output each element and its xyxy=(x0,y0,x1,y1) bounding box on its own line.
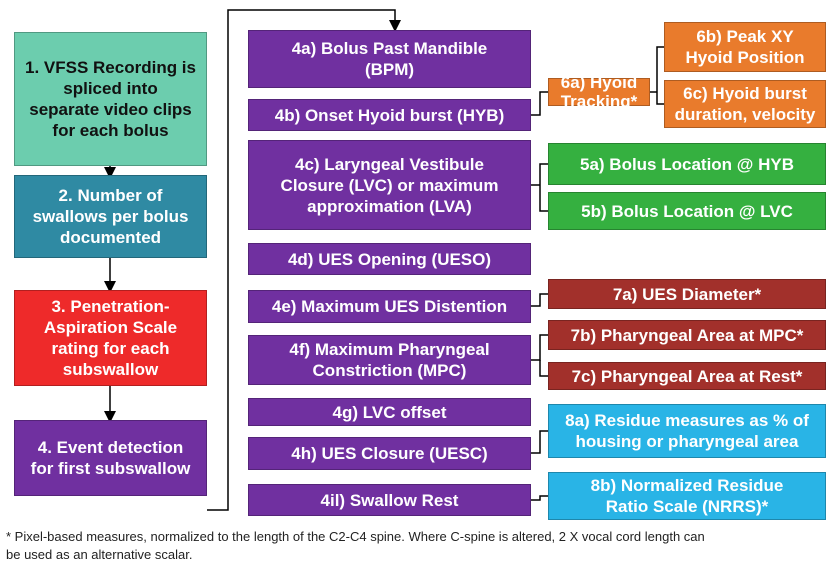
box-label: 4e) Maximum UES Distention xyxy=(271,297,508,316)
box-label: 7a) UES Diameter* xyxy=(612,284,762,304)
box-label: Hyoid Position xyxy=(685,48,805,67)
arrow xyxy=(207,9,401,511)
box-label: 4f) Maximum Pharyngeal xyxy=(289,340,490,359)
box-label: separate video clips xyxy=(29,100,192,119)
event-box: 4d) UES Opening (UESO) xyxy=(248,243,531,275)
footnote-line: * Pixel-based measures, normalized to th… xyxy=(6,529,705,544)
box-label: 5b) Bolus Location @ LVC xyxy=(581,201,793,221)
measure-box: 7b) Pharyngeal Area at MPC* xyxy=(548,320,826,350)
measure-box: 8b) Normalized Residue Ratio Scale (NRRS)… xyxy=(548,472,826,520)
step-box: 2. Number of swallows per bolus documented xyxy=(14,175,207,258)
connector xyxy=(656,46,664,105)
measure-box: 6c) Hyoid burst duration, velocity xyxy=(664,80,826,128)
step-box: 4. Event detection for first subswallow xyxy=(14,420,207,496)
box-label: subswallow xyxy=(62,360,159,379)
box-label: 4a) Bolus Past Mandible xyxy=(291,39,488,58)
connector xyxy=(531,293,548,307)
box-label: 5a) Bolus Location @ HYB xyxy=(580,154,794,174)
connector xyxy=(531,430,548,454)
box-label: 2. Number of xyxy=(58,186,163,205)
box-label: Constriction (MPC) xyxy=(312,361,467,380)
box-label: 4g) LVC offset xyxy=(332,402,447,422)
box-label: swallows per bolus xyxy=(32,207,189,226)
box-label: 8b) Normalized Residue xyxy=(590,476,784,495)
box-label: (BPM) xyxy=(364,60,415,79)
measure-box: 5a) Bolus Location @ HYB xyxy=(548,143,826,185)
measure-box: 6a) Hyoid Tracking* xyxy=(548,73,650,111)
box-label: 4b) Onset Hyoid burst (HYB) xyxy=(274,105,505,125)
box-label: rating for each xyxy=(51,339,170,358)
measure-box: 8a) Residue measures as % of housing or p… xyxy=(548,404,826,458)
connector xyxy=(531,495,548,501)
box-label: 8a) Residue measures as % of xyxy=(565,411,809,430)
box-label: 6a) Hyoid xyxy=(560,73,638,92)
event-box: 4e) Maximum UES Distention xyxy=(248,290,531,323)
measure-box: 6b) Peak XY Hyoid Position xyxy=(664,22,826,72)
footnote-line: be used as an alternative scalar. xyxy=(6,547,193,562)
connector xyxy=(539,360,548,377)
box-label: duration, velocity xyxy=(674,105,816,124)
connector xyxy=(539,163,548,212)
event-box: 4c) Laryngeal Vestibule Closure (LVC) or … xyxy=(248,140,531,230)
event-box: 4h) UES Closure (UESC) xyxy=(248,437,531,470)
event-box: 4il) Swallow Rest xyxy=(248,484,531,516)
box-label: 7b) Pharyngeal Area at MPC* xyxy=(570,325,804,345)
box-label: Closure (LVC) or maximum xyxy=(280,175,499,195)
box-label: 4h) UES Closure (UESC) xyxy=(291,444,488,463)
measure-box: 5b) Bolus Location @ LVC xyxy=(548,192,826,230)
event-box: 4a) Bolus Past Mandible (BPM) xyxy=(248,30,531,88)
connector xyxy=(531,334,548,361)
box-label: 3. Penetration- xyxy=(51,297,170,316)
box-label: documented xyxy=(59,228,162,247)
box-label: housing or pharyngeal area xyxy=(575,432,799,451)
box-label: spliced into xyxy=(63,79,158,98)
event-box: 4g) LVC offset xyxy=(248,398,531,426)
step-box: 1. VFSS Recording is spliced into separate… xyxy=(14,32,207,166)
box-label: Aspiration Scale xyxy=(43,318,178,337)
connector xyxy=(531,91,548,116)
event-box: 4f) Maximum Pharyngeal Constriction (MPC) xyxy=(248,335,531,385)
box-label: 6c) Hyoid burst xyxy=(683,84,807,103)
measure-box: 7c) Pharyngeal Area at Rest* xyxy=(548,362,826,390)
box-label: for each bolus xyxy=(52,121,169,140)
box-label: 4il) Swallow Rest xyxy=(320,490,459,510)
step-box: 3. Penetration- Aspiration Scale rating fo… xyxy=(14,290,207,386)
box-label: 4d) UES Opening (UESO) xyxy=(287,249,492,269)
event-box: 4b) Onset Hyoid burst (HYB) xyxy=(248,99,531,131)
measure-box: 7a) UES Diameter* xyxy=(548,279,826,309)
box-label: 4. Event detection xyxy=(37,438,184,457)
footnote: * Pixel-based measures, normalized to th… xyxy=(6,528,831,564)
box-label: 6b) Peak XY xyxy=(696,27,794,46)
box-label: Tracking* xyxy=(560,92,638,111)
box-label: for first subswallow xyxy=(30,459,191,478)
box-label: 4c) Laryngeal Vestibule xyxy=(295,154,484,174)
box-label: Ratio Scale (NRRS)* xyxy=(605,497,769,516)
box-label: 7c) Pharyngeal Area at Rest* xyxy=(571,366,803,386)
box-label: 1. VFSS Recording is xyxy=(25,58,196,77)
box-label: approximation (LVA) xyxy=(307,196,472,216)
